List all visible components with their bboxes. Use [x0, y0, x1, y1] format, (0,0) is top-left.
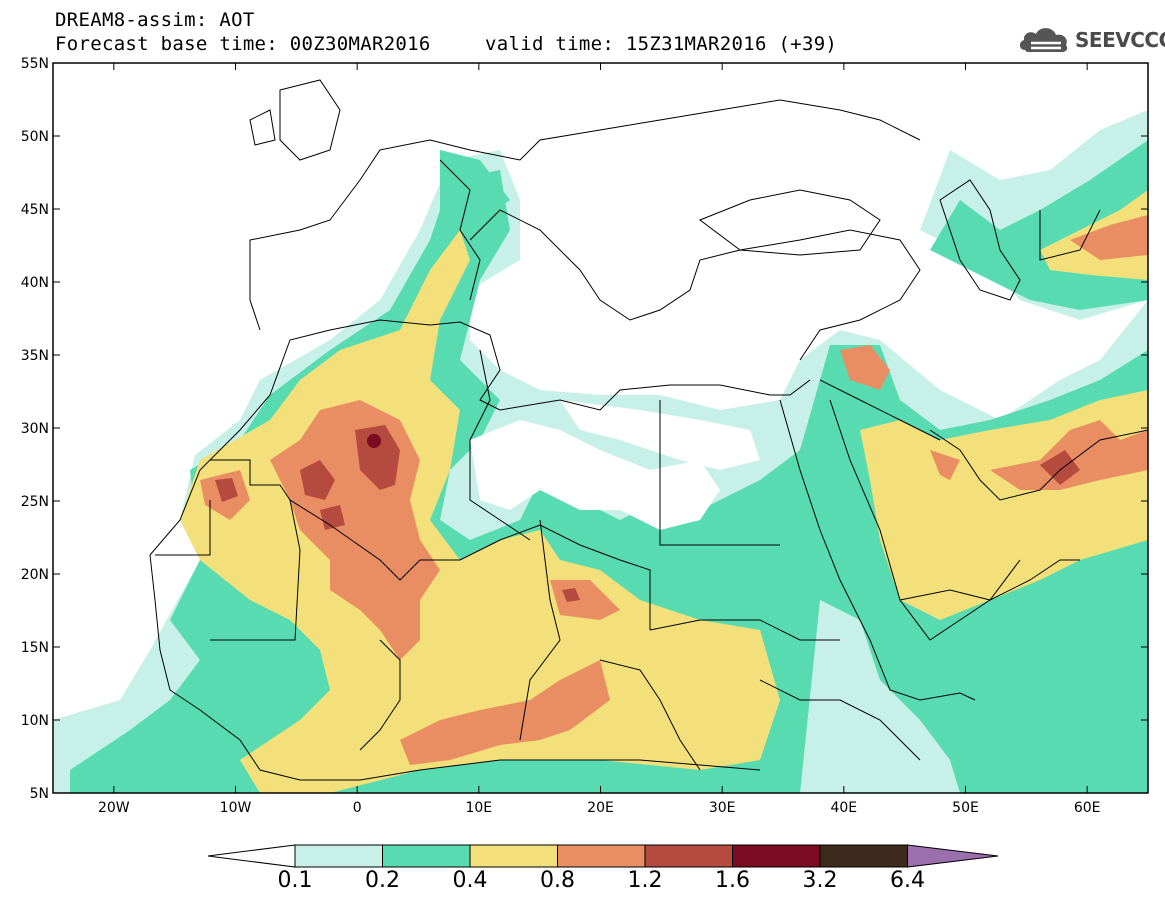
seevccc-logo: SEEVCCC [1017, 22, 1165, 56]
lat-label: 10N [21, 713, 49, 729]
lon-label: 60E [1074, 800, 1101, 816]
lat-label: 5N [30, 786, 49, 802]
cloud-logo-icon [1019, 28, 1068, 52]
lat-label: 55N [21, 56, 49, 72]
aot-level-1.2 [215, 425, 1080, 602]
valid-time: valid time: 15Z31MAR2016 (+39) [485, 33, 838, 55]
lon-label: 20W [98, 800, 130, 816]
logo-text: SEEVCCC [1075, 28, 1165, 52]
lon-label: 10W [220, 800, 252, 816]
colorbar-swatch [644, 844, 733, 868]
lon-label: 30E [709, 800, 736, 816]
colorbar-label: 1.2 [627, 868, 663, 893]
colorbar-swatch [819, 844, 908, 868]
lon-label: 20E [587, 800, 614, 816]
forecast-times: Forecast base time: 00Z30MAR2016 valid ti… [55, 33, 837, 55]
lat-label: 35N [21, 348, 49, 364]
chart-title: DREAM8-assim: AOT [55, 9, 255, 31]
lon-axis: 20W 10W 0 10E 20E 30E 40E 50E 60E [98, 63, 1101, 816]
colorbar [207, 844, 999, 868]
colorbar-label: 0.1 [277, 868, 313, 893]
colorbar-over-triangle [907, 844, 999, 868]
colorbar-label: 6.4 [890, 868, 925, 893]
lon-label: 50E [952, 800, 979, 816]
aot-field [53, 79, 1148, 793]
colorbar-swatch [732, 844, 821, 868]
lat-label: 45N [21, 202, 49, 218]
aot-level-1.6 [367, 434, 381, 448]
lat-label: 50N [21, 129, 49, 145]
lon-label: 10E [465, 800, 492, 816]
colorbar-label: 1.6 [715, 868, 750, 893]
colorbar-swatch [557, 844, 646, 868]
lat-label: 30N [21, 421, 49, 437]
colorbar-swatch [382, 844, 471, 868]
lat-label: 15N [21, 640, 49, 656]
lat-axis: 55N 50N 45N 40N 35N 30N 25N 20N 15N 10N 5N [21, 56, 1148, 802]
coastlines-borders [149, 79, 1148, 781]
colorbar-label: 0.2 [365, 868, 400, 893]
colorbar-swatch [294, 844, 383, 868]
lon-label: 40E [830, 800, 857, 816]
lon-label: 0 [353, 800, 362, 816]
colorbar-label: 0.8 [540, 868, 575, 893]
colorbar-swatch [469, 844, 558, 868]
colorbar-label: 3.2 [802, 868, 838, 893]
lat-label: 25N [21, 494, 49, 510]
lat-label: 20N [21, 567, 49, 583]
colorbar-label: 0.4 [452, 868, 488, 893]
base-time: Forecast base time: 00Z30MAR2016 [55, 33, 431, 55]
lat-label: 40N [21, 275, 49, 291]
colorbar-under-triangle [207, 844, 296, 868]
